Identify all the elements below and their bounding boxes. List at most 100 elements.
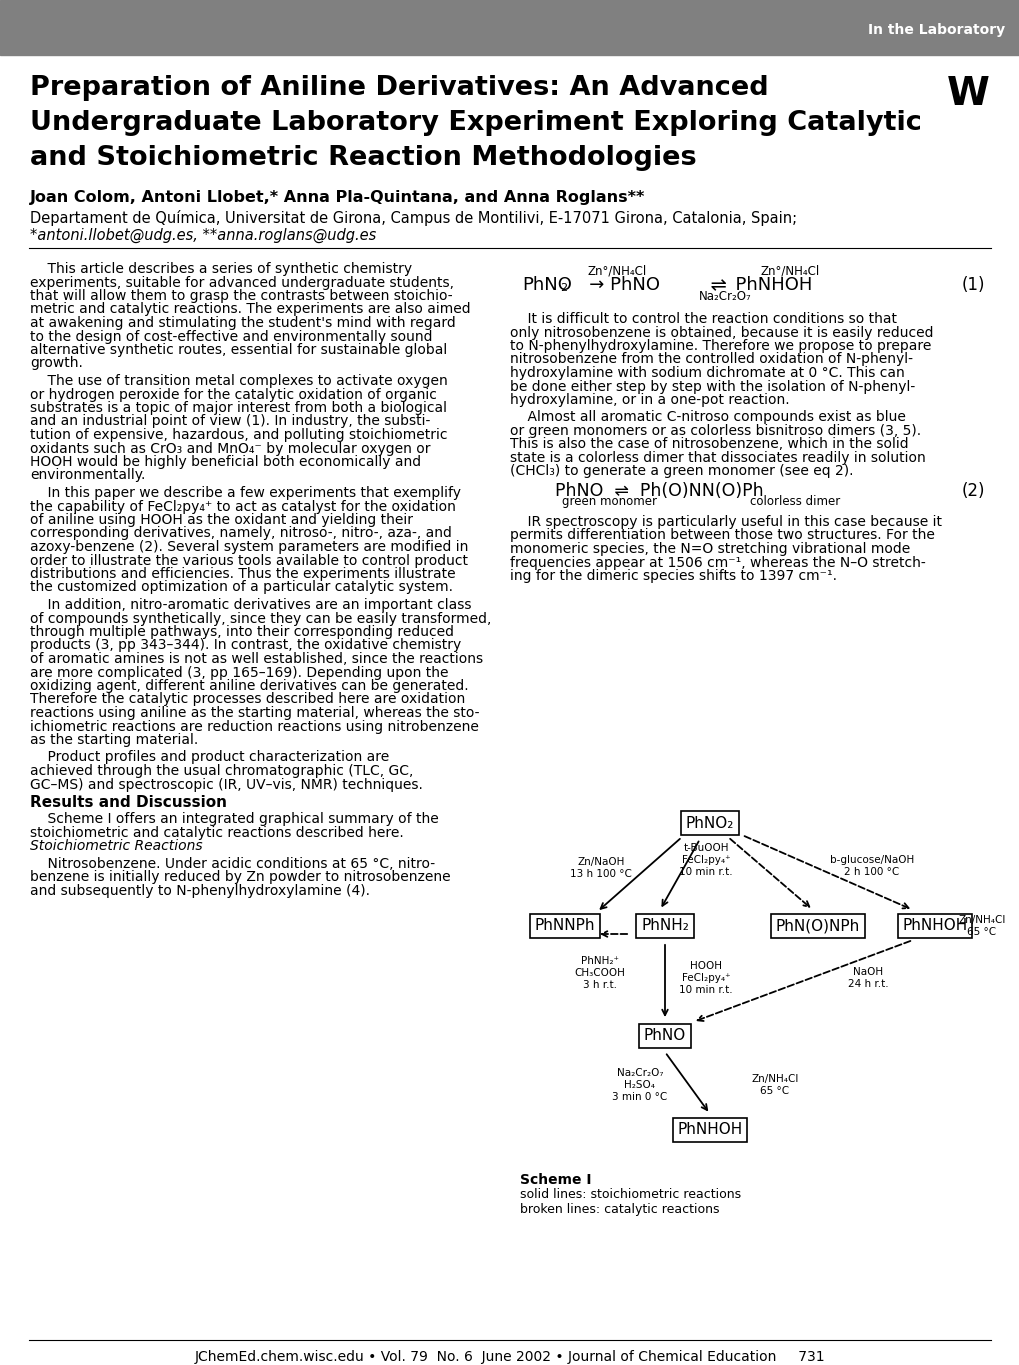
Text: PhNHOH: PhNHOH [902, 919, 967, 934]
Text: Scheme I offers an integrated graphical summary of the: Scheme I offers an integrated graphical … [30, 812, 438, 826]
Text: that will allow them to grasp the contrasts between stoichio-: that will allow them to grasp the contra… [30, 289, 452, 303]
Text: substrates is a topic of major interest from both a biological: substrates is a topic of major interest … [30, 401, 446, 415]
Text: azoxy-benzene (2). Several system parameters are modified in: azoxy-benzene (2). Several system parame… [30, 541, 468, 554]
Text: PhNO  ⇌  Ph(O)NN(O)Ph: PhNO ⇌ Ph(O)NN(O)Ph [554, 482, 763, 500]
Text: green monomer: green monomer [561, 495, 656, 508]
Text: as the starting material.: as the starting material. [30, 733, 198, 747]
Text: Zn°/NH₄Cl: Zn°/NH₄Cl [759, 263, 819, 277]
Text: (CHCl₃) to generate a green monomer (see eq 2).: (CHCl₃) to generate a green monomer (see… [510, 464, 853, 479]
Text: The use of transition metal complexes to activate oxygen: The use of transition metal complexes to… [30, 374, 447, 388]
Text: PhNO₂: PhNO₂ [685, 815, 734, 830]
Text: t-BuOOH
FeCl₂py₄⁺
10 min r.t.: t-BuOOH FeCl₂py₄⁺ 10 min r.t. [679, 844, 732, 876]
Text: b-glucose/NaOH
2 h 100 °C: b-glucose/NaOH 2 h 100 °C [829, 856, 913, 876]
Text: state is a colorless dimer that dissociates readily in solution: state is a colorless dimer that dissocia… [510, 450, 925, 465]
Text: *antoni.llobet@udg.es, **anna.roglans@udg.es: *antoni.llobet@udg.es, **anna.roglans@ud… [30, 228, 376, 243]
Text: to N-phenylhydroxylamine. Therefore we propose to prepare: to N-phenylhydroxylamine. Therefore we p… [510, 339, 930, 354]
Text: This article describes a series of synthetic chemistry: This article describes a series of synth… [30, 262, 412, 276]
Text: are more complicated (3, pp 165–169). Depending upon the: are more complicated (3, pp 165–169). De… [30, 666, 448, 680]
Text: benzene is initially reduced by Zn powder to nitrosobenzene: benzene is initially reduced by Zn powde… [30, 871, 450, 885]
Text: distributions and efficiencies. Thus the experiments illustrate: distributions and efficiencies. Thus the… [30, 566, 455, 581]
Text: IR spectroscopy is particularly useful in this case because it: IR spectroscopy is particularly useful i… [510, 515, 942, 530]
Text: ichiometric reactions are reduction reactions using nitrobenzene: ichiometric reactions are reduction reac… [30, 719, 478, 733]
Text: experiments, suitable for advanced undergraduate students,: experiments, suitable for advanced under… [30, 276, 453, 289]
Text: through multiple pathways, into their corresponding reduced: through multiple pathways, into their co… [30, 625, 453, 639]
Text: Stoichiometric Reactions: Stoichiometric Reactions [30, 839, 203, 853]
Text: PhN(O)NPh: PhN(O)NPh [775, 919, 859, 934]
Text: only nitrosobenzene is obtained, because it is easily reduced: only nitrosobenzene is obtained, because… [510, 325, 932, 340]
Text: tution of expensive, hazardous, and polluting stoichiometric: tution of expensive, hazardous, and poll… [30, 429, 447, 442]
Text: monomeric species, the N=O stretching vibrational mode: monomeric species, the N=O stretching vi… [510, 542, 909, 556]
Text: HOOH
FeCl₂py₄⁺
10 min r.t.: HOOH FeCl₂py₄⁺ 10 min r.t. [679, 961, 732, 995]
Text: solid lines: stoichiometric reactions: solid lines: stoichiometric reactions [520, 1188, 741, 1201]
Text: Na₂Cr₂O₇: Na₂Cr₂O₇ [698, 289, 751, 303]
Text: Zn/NH₄Cl
65 °C: Zn/NH₄Cl 65 °C [958, 915, 1005, 936]
Text: In this paper we describe a few experiments that exemplify: In this paper we describe a few experime… [30, 486, 461, 500]
Text: hydroxylamine with sodium dichromate at 0 °C. This can: hydroxylamine with sodium dichromate at … [510, 366, 904, 379]
Text: of aniline using HOOH as the oxidant and yielding their: of aniline using HOOH as the oxidant and… [30, 513, 413, 527]
Text: and Stoichiometric Reaction Methodologies: and Stoichiometric Reaction Methodologie… [30, 145, 696, 171]
Text: PhNH₂⁺
CH₃COOH
3 h r.t.: PhNH₂⁺ CH₃COOH 3 h r.t. [574, 957, 625, 990]
Text: Scheme I: Scheme I [520, 1173, 591, 1188]
Text: achieved through the usual chromatographic (TLC, GC,: achieved through the usual chromatograph… [30, 764, 413, 778]
Text: PhNHOH: PhNHOH [723, 276, 811, 293]
Text: nitrosobenzene from the controlled oxidation of N-phenyl-: nitrosobenzene from the controlled oxida… [510, 352, 912, 366]
Text: ing for the dimeric species shifts to 1397 cm⁻¹.: ing for the dimeric species shifts to 13… [510, 569, 837, 583]
Text: oxidizing agent, different aniline derivatives can be generated.: oxidizing agent, different aniline deriv… [30, 678, 468, 693]
Text: PhNHOH: PhNHOH [677, 1122, 742, 1137]
Text: W: W [947, 75, 989, 113]
Text: corresponding derivatives, namely, nitroso-, nitro-, aza-, and: corresponding derivatives, namely, nitro… [30, 527, 451, 541]
Text: In the Laboratory: In the Laboratory [867, 23, 1004, 37]
Text: HOOH would be highly beneficial both economically and: HOOH would be highly beneficial both eco… [30, 455, 421, 470]
Text: 2: 2 [559, 283, 567, 293]
Text: at awakening and stimulating the student's mind with regard: at awakening and stimulating the student… [30, 317, 455, 330]
Text: and subsequently to N-phenylhydroxylamine (4).: and subsequently to N-phenylhydroxylamin… [30, 885, 370, 898]
Text: Joan Colom, Antoni Llobet,* Anna Pla-Quintana, and Anna Roglans**: Joan Colom, Antoni Llobet,* Anna Pla-Qui… [30, 190, 645, 205]
Text: to the design of cost-effective and environmentally sound: to the design of cost-effective and envi… [30, 329, 432, 344]
Text: broken lines: catalytic reactions: broken lines: catalytic reactions [520, 1203, 718, 1216]
Text: Undergraduate Laboratory Experiment Exploring Catalytic: Undergraduate Laboratory Experiment Expl… [30, 111, 921, 136]
Text: or green monomers or as colorless bisnitroso dimers (3, 5).: or green monomers or as colorless bisnit… [510, 425, 920, 438]
Text: PhNO: PhNO [643, 1028, 686, 1043]
Text: Na₂Cr₂O₇
H₂SO₄
3 min 0 °C: Na₂Cr₂O₇ H₂SO₄ 3 min 0 °C [611, 1069, 667, 1102]
Text: Product profiles and product characterization are: Product profiles and product characteriz… [30, 751, 389, 764]
Text: hydroxylamine, or in a one-pot reaction.: hydroxylamine, or in a one-pot reaction. [510, 393, 789, 407]
Text: permits differentiation between those two structures. For the: permits differentiation between those tw… [510, 528, 934, 542]
Text: PhNO: PhNO [522, 276, 572, 293]
Text: PhNNPh: PhNNPh [534, 919, 595, 934]
Text: Nitrosobenzene. Under acidic conditions at 65 °C, nitro-: Nitrosobenzene. Under acidic conditions … [30, 857, 435, 871]
Text: It is difficult to control the reaction conditions so that: It is difficult to control the reaction … [510, 313, 896, 326]
Text: and an industrial point of view (1). In industry, the substi-: and an industrial point of view (1). In … [30, 415, 430, 429]
Text: (1): (1) [961, 276, 984, 293]
Text: or hydrogen peroxide for the catalytic oxidation of organic: or hydrogen peroxide for the catalytic o… [30, 388, 436, 401]
Text: Zn/NH₄Cl
65 °C: Zn/NH₄Cl 65 °C [751, 1074, 798, 1096]
Text: GC–MS) and spectroscopic (IR, UV–vis, NMR) techniques.: GC–MS) and spectroscopic (IR, UV–vis, NM… [30, 778, 423, 792]
Text: Almost all aromatic C-nitroso compounds exist as blue: Almost all aromatic C-nitroso compounds … [510, 411, 905, 425]
Bar [0, 0, 1019, 55]
Text: products (3, pp 343–344). In contrast, the oxidative chemistry: products (3, pp 343–344). In contrast, t… [30, 639, 461, 652]
Text: JChemEd.chem.wisc.edu • Vol. 79  No. 6  June 2002 • Journal of Chemical Educatio: JChemEd.chem.wisc.edu • Vol. 79 No. 6 Ju… [195, 1350, 824, 1364]
Text: frequencies appear at 1506 cm⁻¹, whereas the N–O stretch-: frequencies appear at 1506 cm⁻¹, whereas… [510, 556, 925, 569]
Text: growth.: growth. [30, 356, 83, 370]
Text: stoichiometric and catalytic reactions described here.: stoichiometric and catalytic reactions d… [30, 826, 404, 839]
Text: environmentally.: environmentally. [30, 468, 146, 482]
Text: PhNH₂: PhNH₂ [640, 919, 688, 934]
Text: In addition, nitro-aromatic derivatives are an important class: In addition, nitro-aromatic derivatives … [30, 598, 471, 612]
Text: of aromatic amines is not as well established, since the reactions: of aromatic amines is not as well establ… [30, 652, 483, 666]
Text: This is also the case of nitrosobenzene, which in the solid: This is also the case of nitrosobenzene,… [510, 438, 908, 452]
Text: oxidants such as CrO₃ and MnO₄⁻ by molecular oxygen or: oxidants such as CrO₃ and MnO₄⁻ by molec… [30, 441, 430, 456]
Text: Zn/NaOH
13 h 100 °C: Zn/NaOH 13 h 100 °C [570, 857, 632, 879]
Text: be done either step by step with the isolation of N-phenyl-: be done either step by step with the iso… [510, 379, 914, 393]
Text: → PhNO: → PhNO [572, 276, 659, 293]
Text: order to illustrate the various tools available to control product: order to illustrate the various tools av… [30, 553, 468, 568]
Text: (2): (2) [961, 482, 984, 500]
Text: the capability of FeCl₂py₄⁺ to act as catalyst for the oxidation: the capability of FeCl₂py₄⁺ to act as ca… [30, 500, 455, 513]
Text: Zn°/NH₄Cl: Zn°/NH₄Cl [587, 263, 646, 277]
Text: of compounds synthetically, since they can be easily transformed,: of compounds synthetically, since they c… [30, 612, 491, 625]
Text: metric and catalytic reactions. The experiments are also aimed: metric and catalytic reactions. The expe… [30, 303, 470, 317]
Text: colorless dimer: colorless dimer [749, 495, 840, 508]
Text: Departament de Química, Universitat de Girona, Campus de Montilivi, E-17071 Giro: Departament de Química, Universitat de G… [30, 210, 796, 227]
Text: Preparation of Aniline Derivatives: An Advanced: Preparation of Aniline Derivatives: An A… [30, 75, 768, 101]
Text: the customized optimization of a particular catalytic system.: the customized optimization of a particu… [30, 580, 452, 595]
Text: Results and Discussion: Results and Discussion [30, 794, 227, 809]
Text: alternative synthetic routes, essential for sustainable global: alternative synthetic routes, essential … [30, 343, 446, 358]
